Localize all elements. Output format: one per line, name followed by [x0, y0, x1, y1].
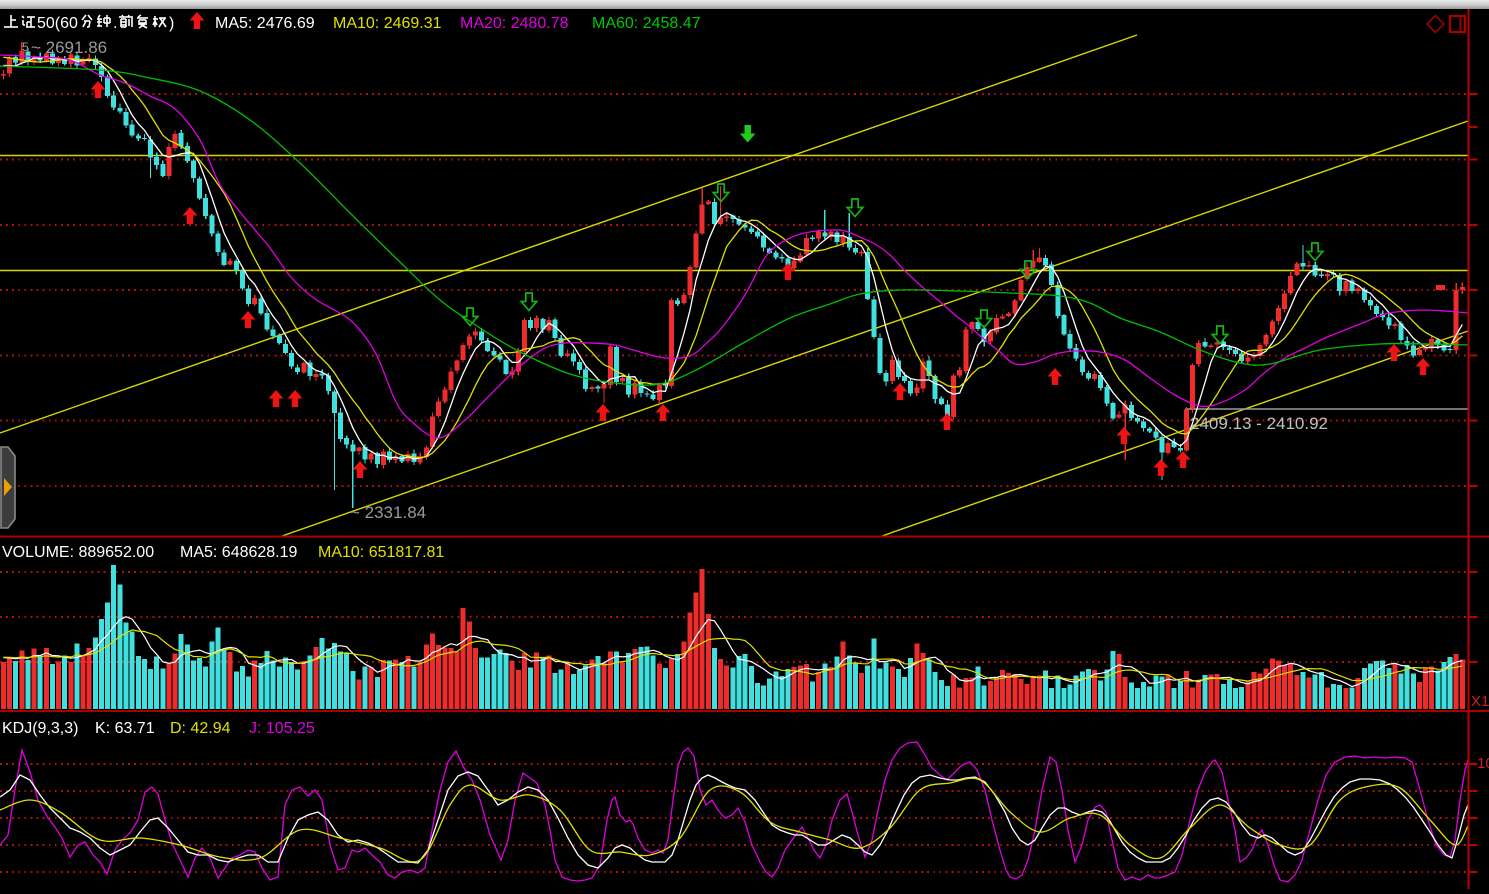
svg-text:): ): [169, 15, 174, 32]
svg-text:~ 2331.84: ~ 2331.84: [350, 503, 426, 522]
svg-text:VOLUME: 889652.00: VOLUME: 889652.00: [2, 544, 154, 561]
svg-text:KDJ(9,3,3): KDJ(9,3,3): [2, 720, 78, 737]
svg-text:2409.13 - 2410.92: 2409.13 - 2410.92: [1190, 414, 1328, 433]
svg-text:~ 2691.86: ~ 2691.86: [31, 38, 107, 57]
svg-text:K: 63.71: K: 63.71: [95, 720, 155, 737]
svg-text:D: 42.94: D: 42.94: [170, 720, 231, 737]
svg-text:.: .: [113, 15, 117, 32]
svg-text:MA60: 2458.47: MA60: 2458.47: [592, 15, 701, 32]
svg-text:MA20: 2480.78: MA20: 2480.78: [460, 15, 569, 32]
svg-text:MA10: 651817.81: MA10: 651817.81: [318, 544, 444, 561]
svg-text:MA5: 2476.69: MA5: 2476.69: [215, 15, 315, 32]
svg-text:50(60: 50(60: [37, 15, 78, 32]
svg-text:10: 10: [1477, 755, 1489, 772]
svg-text:J: 105.25: J: 105.25: [249, 720, 315, 737]
svg-text:X1: X1: [1471, 693, 1489, 710]
svg-text:MA5: 648628.19: MA5: 648628.19: [180, 544, 298, 561]
svg-text:5: 5: [22, 40, 29, 54]
svg-text:MA10: 2469.31: MA10: 2469.31: [333, 15, 442, 32]
